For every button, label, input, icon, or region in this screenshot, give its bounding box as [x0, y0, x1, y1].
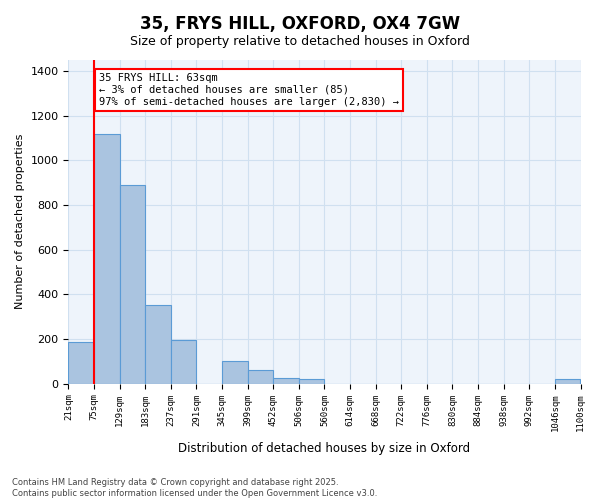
Text: 35, FRYS HILL, OXFORD, OX4 7GW: 35, FRYS HILL, OXFORD, OX4 7GW — [140, 15, 460, 33]
Text: 35 FRYS HILL: 63sqm
← 3% of detached houses are smaller (85)
97% of semi-detache: 35 FRYS HILL: 63sqm ← 3% of detached hou… — [99, 74, 399, 106]
Bar — [68, 342, 94, 384]
Bar — [145, 306, 171, 384]
Bar — [171, 340, 196, 384]
Bar — [299, 379, 325, 384]
Bar — [119, 185, 145, 384]
X-axis label: Distribution of detached houses by size in Oxford: Distribution of detached houses by size … — [178, 442, 470, 455]
Bar — [222, 361, 248, 384]
Bar — [273, 378, 299, 384]
Y-axis label: Number of detached properties: Number of detached properties — [15, 134, 25, 310]
Text: Size of property relative to detached houses in Oxford: Size of property relative to detached ho… — [130, 35, 470, 48]
Bar — [248, 370, 273, 384]
Bar — [94, 134, 119, 384]
Text: Contains HM Land Registry data © Crown copyright and database right 2025.
Contai: Contains HM Land Registry data © Crown c… — [12, 478, 377, 498]
Bar — [555, 379, 580, 384]
